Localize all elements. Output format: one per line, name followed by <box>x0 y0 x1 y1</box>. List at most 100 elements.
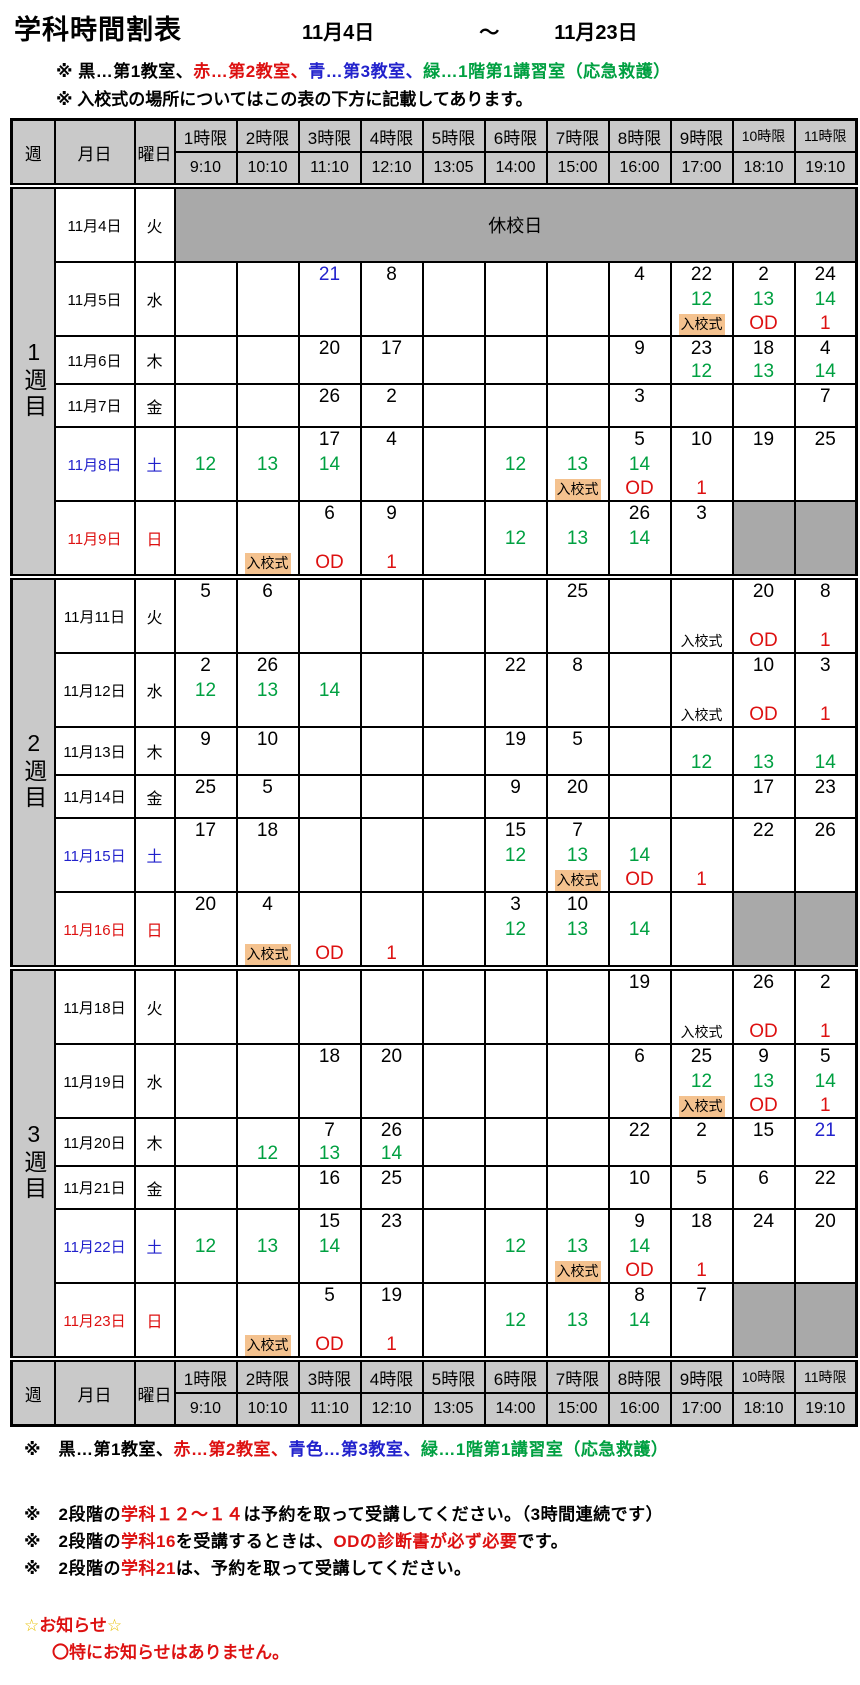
cell-stack <box>549 338 607 382</box>
lesson-slot <box>177 288 235 311</box>
cell-stack <box>611 583 669 651</box>
lesson-slot <box>363 1309 421 1332</box>
date-cell: 11月11日 <box>53 574 136 654</box>
header-period: 5時限 <box>421 118 486 153</box>
text-segment: 緑…1階第1講習室（応急救護） <box>420 1440 669 1459</box>
lesson-slot <box>797 1259 855 1281</box>
text-segment: は予約を取って受講してください。（3時間連続です） <box>243 1505 664 1524</box>
cell-stack <box>549 1120 607 1164</box>
schedule-cell: 入校式 <box>669 652 734 728</box>
lesson-slot: 4 <box>611 264 669 286</box>
cell-stack: 入校式 <box>673 974 731 1042</box>
header-time: 14:00 <box>483 1392 548 1427</box>
lesson-slot: 7 <box>673 1285 731 1307</box>
cell-stack: 4 14 <box>797 338 855 382</box>
cell-stack: 17 14 <box>301 429 359 499</box>
schedule-cell: 6 <box>731 1165 796 1210</box>
announcement-section: ☆お知らせ☆ 〇特にお知らせはありません。 <box>24 1611 853 1663</box>
schedule-cell <box>173 335 238 385</box>
cell-stack <box>177 1046 235 1116</box>
header-period: 6時限 <box>483 118 548 153</box>
schedule-cell <box>173 1282 238 1360</box>
entrance-ceremony-label: 入校式 <box>678 314 725 334</box>
lesson-number: 4 <box>262 894 273 915</box>
schedule-cell: 9 <box>173 726 238 776</box>
lesson-number: 5 <box>324 1285 335 1306</box>
lesson-slot <box>611 551 669 574</box>
lesson-number: 12 <box>504 453 527 475</box>
lesson-slot: 14 <box>611 453 669 476</box>
lesson-number: 15 <box>752 1120 775 1141</box>
lesson-slot: 15 <box>735 1120 793 1142</box>
lesson-slot <box>177 429 235 451</box>
lesson-slot <box>549 1046 607 1068</box>
schedule-cell: 22 <box>607 1117 672 1167</box>
lesson-slot <box>425 1333 483 1356</box>
week-label-text: 2週目 <box>20 729 47 811</box>
cell-stack: 9 13 OD <box>735 1046 793 1116</box>
lesson-slot <box>487 868 545 890</box>
schedule-cell: 19 <box>483 726 548 776</box>
lesson-slot <box>425 1120 483 1142</box>
lesson-slot: 20 <box>549 777 607 799</box>
schedule-cell: 20 OD <box>731 574 796 654</box>
lesson-slot <box>487 386 545 408</box>
lesson-slot: 2 <box>177 655 235 677</box>
schedule-cell: 26 <box>793 817 858 893</box>
cell-stack: 25 <box>363 1168 421 1207</box>
cell-stack: 26 <box>301 386 359 425</box>
schedule-cell: 26 <box>297 383 362 428</box>
lesson-slot: 入校式 <box>673 312 731 334</box>
lesson-slot <box>363 844 421 867</box>
day-cell: 日 <box>133 500 176 578</box>
lesson-slot: 5 <box>673 1168 731 1190</box>
lesson-slot: 23 <box>673 338 731 360</box>
schedule-cell: 18 <box>297 1043 362 1119</box>
text-segment: 緑…1階第1講習室（応急救護） <box>423 62 671 81</box>
lesson-slot <box>487 1142 545 1164</box>
lesson-slot: 24 <box>797 264 855 286</box>
lesson-number: 14 <box>318 1235 341 1257</box>
lesson-slot <box>487 1070 545 1093</box>
lesson-number: 14 <box>814 288 836 310</box>
lesson-slot <box>425 527 483 550</box>
lesson-slot <box>425 453 483 476</box>
schedule-cell: 12 <box>235 1117 300 1167</box>
header-time: 19:10 <box>793 151 858 187</box>
schedule-cell: 10 <box>607 1165 672 1210</box>
lesson-slot: 24 <box>735 1211 793 1233</box>
date-cell: 11月16日 <box>53 891 136 969</box>
lesson-slot <box>425 503 483 525</box>
header-time: 13:05 <box>421 151 486 187</box>
schedule-cell <box>359 726 424 776</box>
lesson-slot: OD <box>611 477 669 499</box>
lesson-slot <box>177 703 235 725</box>
cell-stack: 18 1 <box>673 1211 731 1281</box>
cell-stack <box>487 1120 545 1164</box>
header-period: 3時限 <box>297 118 362 153</box>
lesson-slot <box>549 996 607 1019</box>
day-cell: 水 <box>133 261 176 337</box>
cell-stack <box>363 655 421 725</box>
cell-stack: 12 <box>673 729 731 773</box>
header-period: 5時限 <box>421 1356 486 1394</box>
day-cell: 日 <box>133 891 176 969</box>
date-range-from: 11月4日 <box>302 22 375 44</box>
lesson-slot: 10 <box>735 655 793 677</box>
schedule-cell: 14 OD <box>607 817 672 893</box>
header-period: 9時限 <box>669 1356 734 1394</box>
lesson-number: 12 <box>194 453 217 475</box>
date-row: 2週目 11月11日火 5 6 25 入校式 20 OD 8 1 <box>10 574 858 969</box>
header-row: 週月日 曜日 1時限 2時限 3時限 4時限 5時限 6時限 7時限 8時限 9時限 10時限 11時限 <box>10 118 858 187</box>
schedule-cell: 13 <box>235 426 300 502</box>
schedule-cell: 14 <box>793 726 858 776</box>
lesson-slot <box>673 386 731 408</box>
lesson-slot <box>239 868 297 890</box>
lesson-slot <box>735 386 793 408</box>
lesson-slot: OD <box>611 1259 669 1281</box>
schedule-cell <box>173 261 238 337</box>
cell-stack <box>177 974 235 1042</box>
header-time: 18:10 <box>731 1392 796 1427</box>
lesson-slot <box>301 1020 359 1042</box>
lesson-slot <box>611 605 669 628</box>
